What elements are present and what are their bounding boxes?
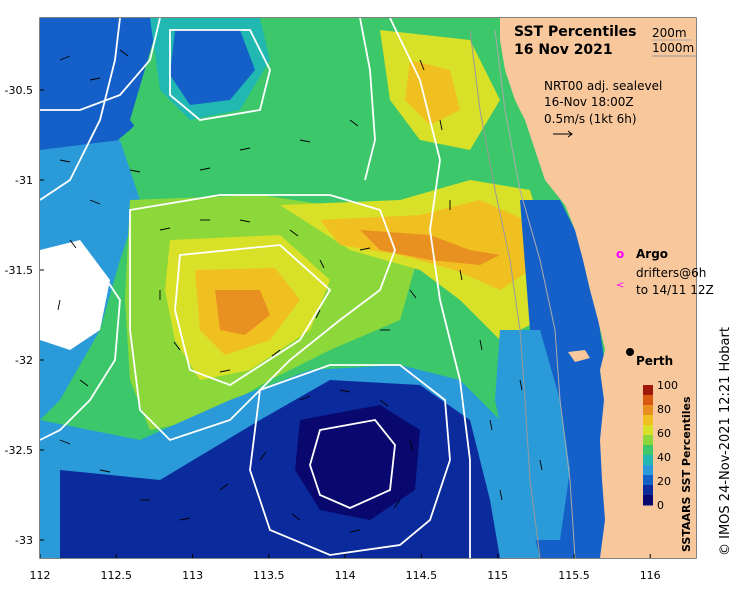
x-tick-label: 115 bbox=[487, 569, 508, 582]
y-axis-ticks: -30.5 -31 -31.5 -32 -32.5 -33 bbox=[5, 84, 44, 547]
credit-text: © IMOS 24-Nov-2021 12:21 Hobart bbox=[718, 327, 733, 556]
colorbar-segment bbox=[643, 405, 653, 416]
colorbar-segment bbox=[643, 415, 653, 426]
title-line1: SST Percentiles bbox=[514, 24, 637, 40]
colorbar bbox=[643, 385, 653, 506]
current-vectors bbox=[57, 49, 543, 533]
drifters-line2: to 14/11 12Z bbox=[636, 283, 714, 297]
x-tick-label: 114 bbox=[335, 569, 356, 582]
x-axis-ticks: 112 112.5 113 113.5 114 114.5 115 115.5 116 bbox=[30, 554, 661, 582]
colorbar-segment bbox=[643, 385, 653, 396]
x-tick-label: 115.5 bbox=[558, 569, 590, 582]
x-tick-label: 112 bbox=[30, 569, 51, 582]
perth-marker bbox=[626, 348, 634, 356]
colorbar-segment bbox=[643, 485, 653, 496]
y-tick-label: -30.5 bbox=[5, 84, 33, 97]
colorbar-segment bbox=[643, 465, 653, 476]
colorbar-segment bbox=[643, 395, 653, 406]
y-tick-label: -32 bbox=[15, 354, 33, 367]
scale-arrow-icon bbox=[553, 130, 573, 138]
y-tick-label: -31.5 bbox=[5, 264, 33, 277]
y-tick-label: -33 bbox=[15, 534, 33, 547]
sst-region-nearshore-cyan bbox=[495, 330, 570, 540]
perth-label: Perth bbox=[636, 354, 673, 368]
colorbar-tick-label: 40 bbox=[657, 451, 671, 464]
isobath-200m bbox=[494, 29, 576, 558]
sst-region-ne-red bbox=[360, 230, 500, 265]
sealevel-contours bbox=[40, 18, 471, 558]
x-tick-label: 113 bbox=[182, 569, 203, 582]
drifters-symbol: < bbox=[616, 280, 624, 291]
sst-region-center-warm bbox=[215, 290, 270, 335]
colorbar-segment bbox=[643, 455, 653, 466]
isobath-legend-1000m: 1000m bbox=[652, 41, 694, 55]
colorbar-ticks: 100 80 60 40 20 0 bbox=[657, 379, 678, 512]
sealevel-line3: 0.5m/s (1kt 6h) bbox=[544, 112, 637, 126]
colorbar-tick-label: 0 bbox=[657, 499, 664, 512]
colorbar-segment bbox=[643, 495, 653, 506]
x-tick-label: 114.5 bbox=[406, 569, 438, 582]
map-content bbox=[40, 18, 696, 558]
colorbar-tick-label: 20 bbox=[657, 475, 671, 488]
x-tick-label: 113.5 bbox=[253, 569, 285, 582]
colorbar-title: SSTAARS SST Percentiles bbox=[680, 396, 693, 552]
x-tick-label: 112.5 bbox=[101, 569, 133, 582]
sealevel-line2: 16-Nov 18:00Z bbox=[544, 95, 634, 109]
argo-label: Argo bbox=[636, 247, 668, 261]
title-line2: 16 Nov 2021 bbox=[514, 42, 613, 58]
island bbox=[568, 350, 590, 362]
colorbar-tick-label: 100 bbox=[657, 379, 678, 392]
y-tick-label: -32.5 bbox=[5, 444, 33, 457]
colorbar-tick-label: 80 bbox=[657, 403, 671, 416]
colorbar-segment bbox=[643, 425, 653, 436]
sst-region-topleft-blue bbox=[170, 30, 255, 105]
colorbar-tick-label: 60 bbox=[657, 427, 671, 440]
sealevel-line1: NRT00 adj. sealevel bbox=[544, 79, 662, 93]
isobath-1000m bbox=[469, 29, 541, 558]
colorbar-segment bbox=[643, 475, 653, 486]
isobath-legend-200m: 200m bbox=[652, 26, 687, 40]
colorbar-segment bbox=[643, 435, 653, 446]
colorbar-segment bbox=[643, 445, 653, 456]
y-tick-label: -31 bbox=[15, 174, 33, 187]
argo-symbol: o bbox=[616, 247, 624, 261]
x-tick-label: 116 bbox=[640, 569, 661, 582]
drifters-line1: drifters@6h bbox=[636, 266, 706, 280]
